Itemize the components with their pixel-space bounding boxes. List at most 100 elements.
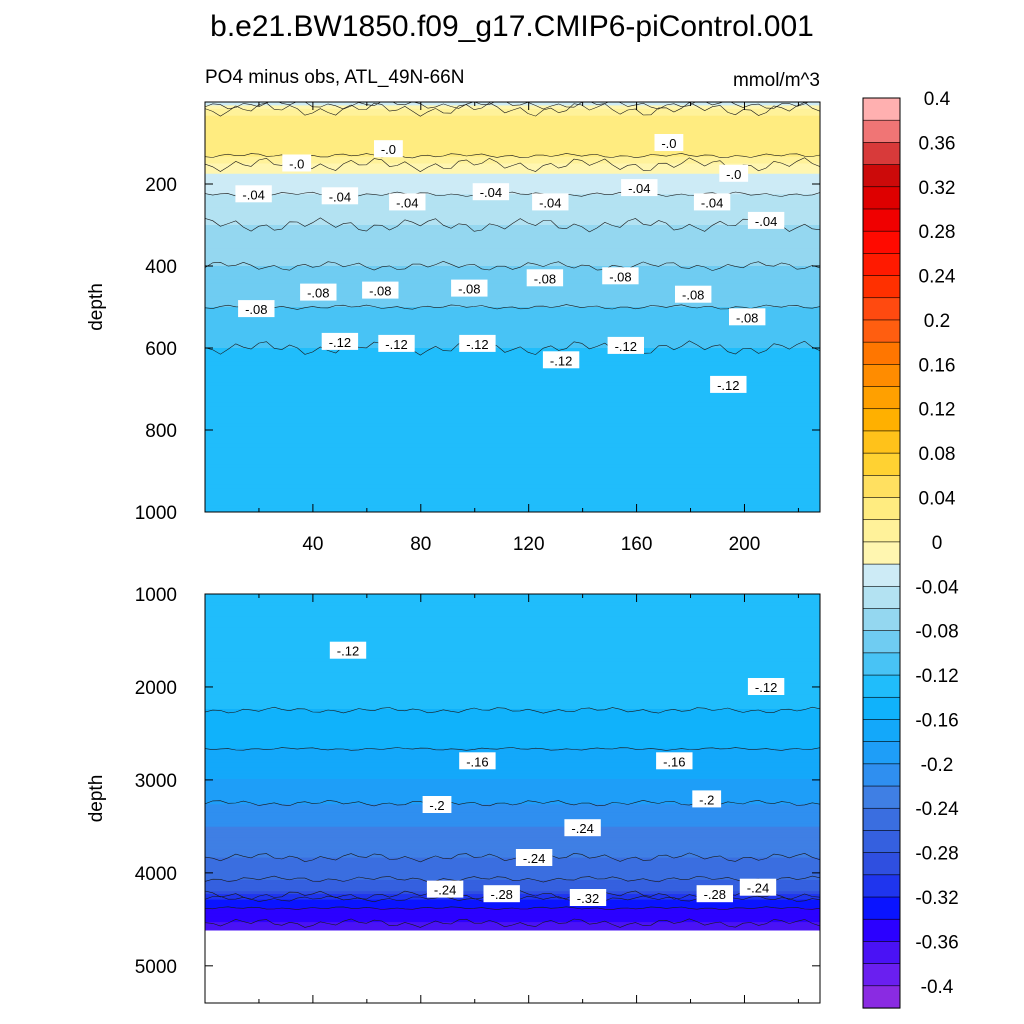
colorbar-swatch	[862, 230, 901, 254]
contour-band	[205, 669, 820, 674]
colorbar-swatch	[862, 941, 901, 965]
contour-label-text: -.04	[628, 181, 650, 196]
contour-label-bg	[675, 285, 712, 303]
colorbar-swatch	[862, 785, 901, 809]
colorbar-swatch	[862, 275, 901, 299]
contour-band	[205, 402, 820, 407]
contour-band	[205, 647, 820, 651]
contour-band	[205, 494, 820, 499]
contour-band	[205, 132, 820, 137]
contour-label-text: -.08	[736, 310, 758, 325]
contour-label-text: -.08	[369, 284, 391, 299]
contour-label-text: -.32	[577, 891, 599, 906]
colorbar-swatch	[862, 341, 901, 365]
x-tick-label: 200	[729, 534, 761, 555]
contour-band	[205, 596, 820, 601]
contour-band	[205, 477, 820, 482]
contour-band	[205, 409, 820, 414]
contour-band	[205, 652, 820, 657]
contour-band	[205, 779, 820, 783]
contour-label-bg	[329, 641, 367, 659]
contour-label-bg	[532, 193, 569, 211]
contour-fill	[205, 594, 820, 1003]
contour-band	[205, 675, 820, 679]
contour-line	[205, 875, 820, 883]
contour-band	[205, 289, 820, 294]
x-tick-label: 160	[621, 534, 653, 555]
contour-band	[205, 823, 820, 828]
contour-label-bg	[483, 885, 520, 903]
contour-band	[205, 173, 820, 178]
colorbar-swatch	[862, 142, 901, 166]
contour-band	[205, 874, 820, 878]
contour-band	[205, 807, 820, 811]
contour-band	[205, 627, 820, 632]
x-tick-label: 120	[513, 534, 545, 555]
contour-band	[205, 296, 820, 301]
contour-band	[205, 365, 820, 370]
contour-band	[205, 204, 820, 209]
contour-label: -.08	[300, 283, 337, 301]
contour-line	[205, 747, 820, 751]
contour-band	[205, 781, 820, 786]
contour-band	[205, 334, 820, 339]
colorbar-label: -0.36	[915, 932, 958, 953]
contour-label: -.12	[459, 334, 496, 352]
contour-band	[205, 231, 820, 236]
contour-band	[205, 748, 820, 752]
contour-band	[205, 313, 820, 318]
colorbar-label: -0.24	[915, 799, 959, 820]
contour-band	[205, 821, 820, 825]
contour-label: -.04	[621, 179, 658, 197]
contour-label-text: -.0	[381, 142, 396, 157]
contour-band	[205, 330, 820, 335]
colorbar-swatch	[862, 164, 901, 188]
y-tick-label: 600	[145, 339, 177, 360]
contour-label-bg	[515, 849, 553, 866]
colorbar-swatch	[862, 541, 901, 565]
contour-band	[205, 115, 820, 120]
contour-band	[205, 700, 820, 704]
contour-label: -.16	[459, 752, 496, 770]
contour-label: -.32	[569, 889, 607, 906]
contour-band	[205, 737, 820, 741]
contour-band	[205, 703, 820, 707]
colorbar-swatch	[862, 364, 901, 388]
contour-band	[205, 419, 820, 424]
contour-label-bg	[362, 281, 399, 299]
contour-band	[205, 293, 820, 298]
contour-band	[205, 902, 820, 906]
colorbar-swatch	[862, 519, 901, 543]
contour-label: -.2	[422, 796, 452, 813]
contour-band	[205, 843, 820, 847]
contour-band	[205, 812, 820, 817]
contour-band	[205, 880, 820, 884]
contour-band	[205, 218, 820, 223]
contour-band	[205, 501, 820, 506]
contour-band	[205, 272, 820, 277]
contour-band	[205, 835, 820, 839]
contour-label-bg	[654, 134, 684, 151]
contour-band	[205, 149, 820, 154]
colorbar-label: 0.24	[919, 267, 956, 288]
contour-band	[205, 464, 820, 469]
contour-label-text: -.08	[458, 282, 480, 297]
contour-band	[205, 793, 820, 797]
contour-label-text: -.08	[307, 286, 329, 301]
contour-label-bg	[607, 336, 644, 354]
colorbar-label: 0.04	[919, 489, 956, 510]
contour-label: -.24	[426, 880, 464, 898]
contour-label-bg	[282, 154, 312, 172]
contour-band	[205, 197, 820, 202]
contour-label-bg	[238, 300, 275, 318]
contour-band	[205, 194, 820, 199]
contour-band	[205, 153, 820, 158]
colorbar-swatch	[862, 475, 901, 499]
contour-band	[205, 108, 820, 113]
colorbar-swatch	[862, 830, 901, 854]
contour-band	[205, 773, 820, 777]
colorbar-swatch	[862, 963, 901, 987]
contour-label: -.12	[747, 678, 785, 695]
contour-band	[205, 622, 820, 626]
